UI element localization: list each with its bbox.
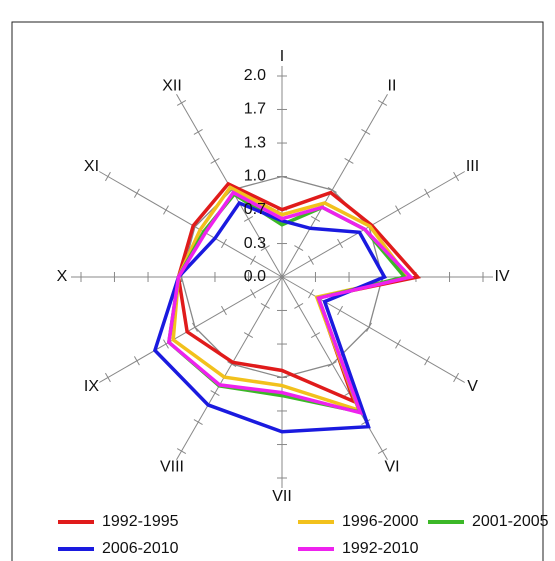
tick-mark xyxy=(243,332,254,338)
axis-label: X xyxy=(57,268,68,285)
tick-mark xyxy=(250,289,256,299)
spoke xyxy=(99,276,283,383)
series-line xyxy=(152,200,388,434)
legend-label: 1992-1995 xyxy=(102,513,179,530)
tick-mark xyxy=(337,238,343,249)
tick-mark xyxy=(294,303,304,309)
tick-mark xyxy=(377,99,388,106)
y-tick-label: 0.3 xyxy=(244,235,266,252)
series-line xyxy=(171,185,411,413)
spoke xyxy=(281,276,465,383)
axis-label: IX xyxy=(84,378,99,395)
tick-mark xyxy=(344,158,354,164)
tick-mark xyxy=(163,339,169,349)
tick-mark xyxy=(395,339,401,349)
legend-label: 1992-2010 xyxy=(342,540,419,557)
tick-mark xyxy=(210,158,220,164)
tick-mark xyxy=(453,171,460,182)
axis-label: VIII xyxy=(160,459,184,476)
axis-label: VI xyxy=(384,459,399,476)
series-line xyxy=(166,190,415,416)
tick-mark xyxy=(221,238,227,249)
tick-mark xyxy=(327,187,337,193)
tick-mark xyxy=(337,305,343,316)
tick-mark xyxy=(210,390,220,396)
spoke xyxy=(99,171,283,278)
y-tick-label: 1.0 xyxy=(244,168,266,185)
tick-mark xyxy=(133,188,140,198)
tick-mark xyxy=(192,322,198,332)
tick-mark xyxy=(221,305,227,316)
tick-mark xyxy=(133,356,140,366)
tick-mark xyxy=(250,255,256,265)
tick-mark xyxy=(104,372,111,383)
axis-label: VII xyxy=(272,488,292,505)
tick-mark xyxy=(176,448,187,455)
tick-mark xyxy=(310,332,321,338)
legend-label: 2006-2010 xyxy=(102,540,179,557)
tick-mark xyxy=(227,361,237,367)
tick-mark xyxy=(193,128,203,135)
tick-mark xyxy=(308,289,314,299)
axis-label: V xyxy=(467,378,478,395)
tick-mark xyxy=(424,188,431,198)
axis-label: XI xyxy=(84,158,99,175)
axis-label: IV xyxy=(494,268,509,285)
tick-mark xyxy=(361,128,371,135)
axis-label: XII xyxy=(162,78,182,95)
tick-mark xyxy=(424,356,431,366)
tick-mark xyxy=(260,245,270,251)
tick-mark xyxy=(327,361,337,367)
tick-mark xyxy=(366,322,372,332)
frame xyxy=(11,21,544,561)
tick-mark xyxy=(193,419,203,426)
tick-mark xyxy=(104,171,111,182)
y-tick-label: 0.0 xyxy=(244,268,266,285)
tick-mark xyxy=(308,255,314,265)
legend-label: 2001-2005 xyxy=(472,513,549,530)
axis-label: III xyxy=(466,158,479,175)
legend-label: 1996-2000 xyxy=(342,513,419,530)
tick-mark xyxy=(310,216,321,222)
series-line xyxy=(176,181,421,405)
tick-mark xyxy=(453,372,460,383)
y-tick-label: 1.7 xyxy=(244,101,266,118)
axis-label: II xyxy=(388,78,397,95)
tick-mark xyxy=(395,205,401,215)
spoke xyxy=(281,94,388,278)
tick-mark xyxy=(294,245,304,251)
y-tick-label: 1.3 xyxy=(244,134,266,151)
y-tick-label: 2.0 xyxy=(244,67,266,84)
tick-mark xyxy=(163,205,169,215)
y-tick-label: 0.7 xyxy=(244,201,266,218)
tick-mark xyxy=(176,99,187,106)
spoke xyxy=(281,171,465,278)
tick-mark xyxy=(260,303,270,309)
spoke xyxy=(176,276,283,460)
tick-mark xyxy=(377,448,388,455)
tick-mark xyxy=(243,216,254,222)
axis-label: I xyxy=(280,48,284,65)
spoke xyxy=(281,276,388,460)
